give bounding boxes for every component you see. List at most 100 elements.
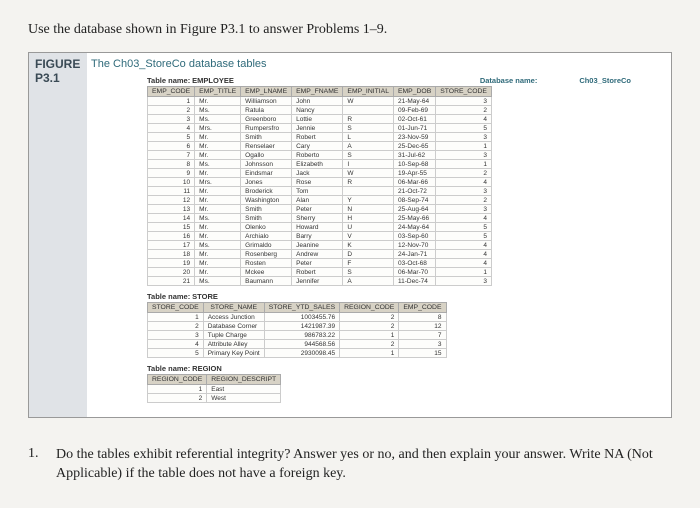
dbname-label: Database name: (480, 76, 578, 85)
table-cell: Ms. (195, 277, 241, 286)
table-cell: 15 (399, 349, 446, 358)
table-cell: Mrs. (195, 178, 241, 187)
table-cell: F (343, 259, 394, 268)
table-cell: 5 (436, 223, 492, 232)
table-cell: S (343, 151, 394, 160)
table-cell: East (207, 385, 281, 394)
table-cell: Alan (292, 196, 343, 205)
table-cell: Smith (241, 214, 292, 223)
table-cell: Rose (292, 178, 343, 187)
table-cell: 10-Sep-68 (393, 160, 435, 169)
region-caption-value: REGION (192, 364, 222, 373)
table-row: 8Ms.JohnssonElizabethI10-Sep-681 (148, 160, 492, 169)
employee-caption-label: Table name: (147, 76, 190, 85)
table-cell: 3 (436, 151, 492, 160)
table-cell: Tom (292, 187, 343, 196)
question-1: 1. Do the tables exhibit referential int… (28, 446, 672, 484)
table-cell: 2 (148, 106, 195, 115)
table-cell: 1 (340, 331, 399, 340)
table-cell: 06-Mar-66 (393, 178, 435, 187)
table-cell: 3 (436, 187, 492, 196)
table-cell: 8 (148, 160, 195, 169)
table-row: 20Mr.MckeeRobertS06-Mar-701 (148, 268, 492, 277)
table-cell: 23-Nov-59 (393, 133, 435, 142)
table-cell: 4 (436, 259, 492, 268)
table-cell: 1 (148, 385, 207, 394)
table-cell: 2 (436, 169, 492, 178)
figure-title: The Ch03_StoreCo database tables (87, 56, 671, 76)
table-cell: Primary Key Point (203, 349, 264, 358)
table-cell: Cary (292, 142, 343, 151)
table-cell: 10 (148, 178, 195, 187)
table-cell: 3 (436, 133, 492, 142)
employee-caption-value: EMPLOYEE (192, 76, 234, 85)
table-cell: Rumpersfro (241, 124, 292, 133)
figure-label: FIGURE P3.1 (29, 53, 87, 417)
table-cell: Robert (292, 268, 343, 277)
table-cell: Y (343, 196, 394, 205)
col-header: EMP_INITIAL (343, 87, 394, 97)
table-cell: Jones (241, 178, 292, 187)
employee-table-wrap: Table name: EMPLOYEE Database name: Ch03… (147, 76, 671, 286)
col-header: STORE_CODE (436, 87, 492, 97)
store-caption-value: STORE (192, 292, 218, 301)
table-cell: 3 (399, 340, 446, 349)
table-row: 4Mrs.RumpersfroJennieS01-Jun-715 (148, 124, 492, 133)
table-cell: Mr. (195, 169, 241, 178)
table-row: 9Mr.EindsmarJackW19-Apr-552 (148, 169, 492, 178)
col-header: EMP_TITLE (195, 87, 241, 97)
table-cell: Robert (292, 133, 343, 142)
table-cell: Jack (292, 169, 343, 178)
table-cell: 4 (148, 124, 195, 133)
table-cell: 08-Sep-74 (393, 196, 435, 205)
table-cell: Washington (241, 196, 292, 205)
col-header: STORE_NAME (203, 303, 264, 313)
table-cell: 1 (436, 268, 492, 277)
table-cell: 2 (340, 340, 399, 349)
table-cell: W (343, 169, 394, 178)
table-cell: 8 (399, 313, 446, 322)
table-row: 7Mr.OgalloRobertoS31-Jul-623 (148, 151, 492, 160)
table-cell: 5 (436, 124, 492, 133)
table-cell: Mckee (241, 268, 292, 277)
store-table-wrap: Table name: STORE STORE_CODESTORE_NAMEST… (147, 292, 671, 358)
table-cell: 7 (399, 331, 446, 340)
table-cell: Mr. (195, 232, 241, 241)
table-cell: Mr. (195, 151, 241, 160)
table-cell: 4 (148, 340, 204, 349)
table-cell: 1 (148, 313, 204, 322)
table-cell: 1 (148, 97, 195, 106)
table-cell: 2 (340, 322, 399, 331)
table-row: 1Access Junction1003455.7628 (148, 313, 447, 322)
table-cell: 4 (436, 241, 492, 250)
table-cell: 21-Oct-72 (393, 187, 435, 196)
table-row: 14Ms.SmithSherryH25-May-664 (148, 214, 492, 223)
table-cell: 21-May-64 (393, 97, 435, 106)
table-cell: Mr. (195, 142, 241, 151)
table-cell: 24-Jan-71 (393, 250, 435, 259)
table-row: 2Ms.RatulaNancy09-Feb-692 (148, 106, 492, 115)
table-cell: 986783.22 (264, 331, 339, 340)
region-caption-label: Table name: (147, 364, 190, 373)
table-row: 21Ms.BaumannJenniferA11-Dec-743 (148, 277, 492, 286)
table-cell: Williamson (241, 97, 292, 106)
table-cell: Ms. (195, 214, 241, 223)
region-table: REGION_CODEREGION_DESCRIPT 1East2West (147, 374, 281, 403)
table-row: 3Tuple Charge986783.2217 (148, 331, 447, 340)
table-cell: Ratula (241, 106, 292, 115)
table-cell: Ms. (195, 106, 241, 115)
table-cell (343, 187, 394, 196)
table-cell: Rosenberg (241, 250, 292, 259)
table-cell (343, 106, 394, 115)
table-cell: 9 (148, 169, 195, 178)
table-row: 2West (148, 394, 281, 403)
table-row: 2Database Corner1421987.39212 (148, 322, 447, 331)
table-cell: 03-Sep-60 (393, 232, 435, 241)
table-cell: 06-Mar-70 (393, 268, 435, 277)
table-cell: 12-Nov-70 (393, 241, 435, 250)
table-cell: 31-Jul-62 (393, 151, 435, 160)
col-header: REGION_DESCRIPT (207, 375, 281, 385)
employee-table: EMP_CODEEMP_TITLEEMP_LNAMEEMP_FNAMEEMP_I… (147, 86, 492, 286)
table-cell: S (343, 268, 394, 277)
table-cell: 19 (148, 259, 195, 268)
